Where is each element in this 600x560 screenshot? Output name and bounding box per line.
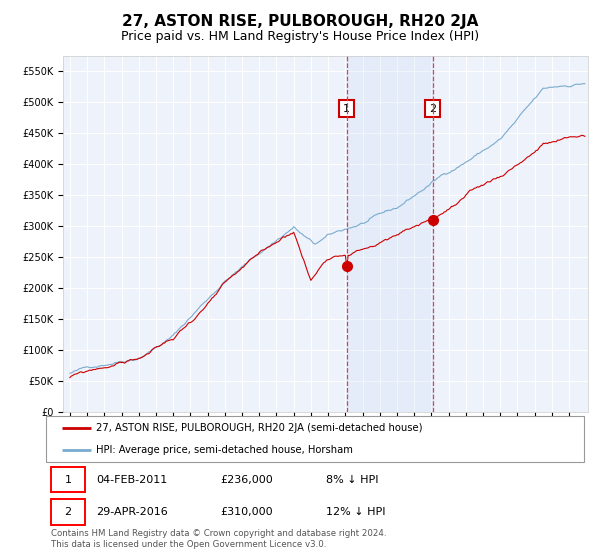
Text: 27, ASTON RISE, PULBOROUGH, RH20 2JA (semi-detached house): 27, ASTON RISE, PULBOROUGH, RH20 2JA (se… [96, 423, 422, 433]
FancyBboxPatch shape [51, 466, 85, 492]
Text: 2: 2 [429, 104, 436, 114]
Text: 2: 2 [65, 507, 72, 517]
Text: Price paid vs. HM Land Registry's House Price Index (HPI): Price paid vs. HM Land Registry's House … [121, 30, 479, 44]
Text: £310,000: £310,000 [220, 507, 272, 517]
Text: 1: 1 [343, 104, 350, 114]
Text: Contains HM Land Registry data © Crown copyright and database right 2024.
This d: Contains HM Land Registry data © Crown c… [51, 529, 386, 549]
Text: 29-APR-2016: 29-APR-2016 [96, 507, 167, 517]
Text: 12% ↓ HPI: 12% ↓ HPI [326, 507, 385, 517]
Text: £236,000: £236,000 [220, 475, 273, 484]
FancyBboxPatch shape [46, 416, 584, 463]
Text: HPI: Average price, semi-detached house, Horsham: HPI: Average price, semi-detached house,… [96, 445, 353, 455]
Text: 1: 1 [65, 475, 71, 484]
FancyBboxPatch shape [51, 499, 85, 525]
Text: 04-FEB-2011: 04-FEB-2011 [96, 475, 167, 484]
Text: 27, ASTON RISE, PULBOROUGH, RH20 2JA: 27, ASTON RISE, PULBOROUGH, RH20 2JA [122, 14, 478, 29]
Bar [347, 56, 433, 412]
Text: 8% ↓ HPI: 8% ↓ HPI [326, 475, 378, 484]
